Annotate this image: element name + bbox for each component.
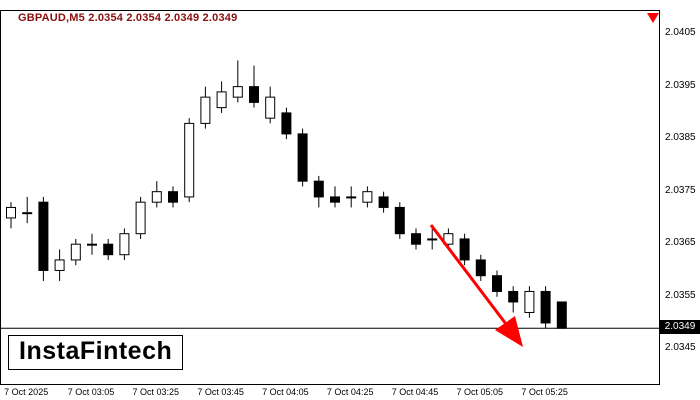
candle-body xyxy=(232,86,243,98)
trend-arrow-line xyxy=(429,224,508,325)
candle-body xyxy=(38,201,49,271)
price-tick-label: 2.0395 xyxy=(665,79,696,91)
trend-arrow-head xyxy=(495,316,523,347)
candle-body xyxy=(281,112,292,135)
price-tick-label: 2.0385 xyxy=(665,132,696,144)
candle-body xyxy=(265,96,276,119)
candle-body xyxy=(378,196,389,208)
candle-body xyxy=(54,259,65,271)
candle-body xyxy=(70,243,81,261)
candle-body xyxy=(330,196,340,203)
candle-body xyxy=(151,191,162,203)
candle-body xyxy=(362,191,373,203)
chart-plot-area[interactable] xyxy=(0,10,660,385)
time-tick-label: 7 Oct 03:45 xyxy=(197,387,244,397)
shift-marker-icon xyxy=(647,13,659,23)
candle-body xyxy=(87,243,97,246)
price-tick-label: 2.0355 xyxy=(665,289,696,301)
candle-body xyxy=(459,238,470,261)
candle-body xyxy=(249,86,259,103)
time-tick-label: 7 Oct 2025 xyxy=(4,387,49,397)
time-tick-label: 7 Oct 05:05 xyxy=(456,387,504,397)
symbol-ohlc-readout: GBPAUD,M5 2.0354 2.0354 2.0349 2.0349 xyxy=(18,12,238,24)
candle-body xyxy=(492,275,502,292)
time-tick-label: 7 Oct 03:05 xyxy=(67,387,115,397)
candle-body xyxy=(6,206,16,219)
candle-body xyxy=(475,259,486,277)
candle-body xyxy=(556,301,567,329)
candle-body xyxy=(443,233,454,245)
candle-body xyxy=(540,290,551,324)
time-tick-label: 7 Oct 04:05 xyxy=(262,387,309,397)
current-price-badge: 2.0349 xyxy=(660,320,700,335)
candle-body xyxy=(427,238,438,241)
candle-body xyxy=(411,233,421,245)
time-tick-label: 7 Oct 05:25 xyxy=(521,387,568,397)
candle-body xyxy=(184,122,195,198)
price-tick-label: 2.0345 xyxy=(665,342,696,354)
price-tick-label: 2.0405 xyxy=(665,27,696,39)
candle-body xyxy=(297,133,308,182)
candle-body xyxy=(22,212,33,215)
candle-body xyxy=(313,180,324,198)
candle-body xyxy=(394,206,405,235)
time-tick-label: 7 Oct 03:25 xyxy=(132,387,180,397)
candle-body xyxy=(135,201,146,235)
candle-body xyxy=(168,191,178,203)
candle-body xyxy=(524,290,535,313)
price-tick-label: 2.0365 xyxy=(665,237,696,249)
candle-body xyxy=(200,96,211,124)
instafintech-logo: InstaFintech xyxy=(8,335,184,370)
price-tick-label: 2.0375 xyxy=(665,184,696,196)
candle-body xyxy=(346,196,357,199)
candle-body xyxy=(508,290,519,303)
candle-body xyxy=(119,233,130,256)
candle-body xyxy=(103,243,114,256)
time-tick-label: 7 Oct 04:45 xyxy=(391,387,439,397)
candle-body xyxy=(216,91,227,109)
time-tick-label: 7 Oct 04:25 xyxy=(326,387,374,397)
candlestick-canvas xyxy=(1,13,659,347)
time-axis[interactable]: 7 Oct 2025 7 Oct 03:05 7 Oct 03:25 7 Oct 03… xyxy=(0,387,660,400)
price-axis[interactable]: 2.0405 2.0395 2.0385 2.0375 2.0365 2.0355 2.03… xyxy=(661,10,700,385)
